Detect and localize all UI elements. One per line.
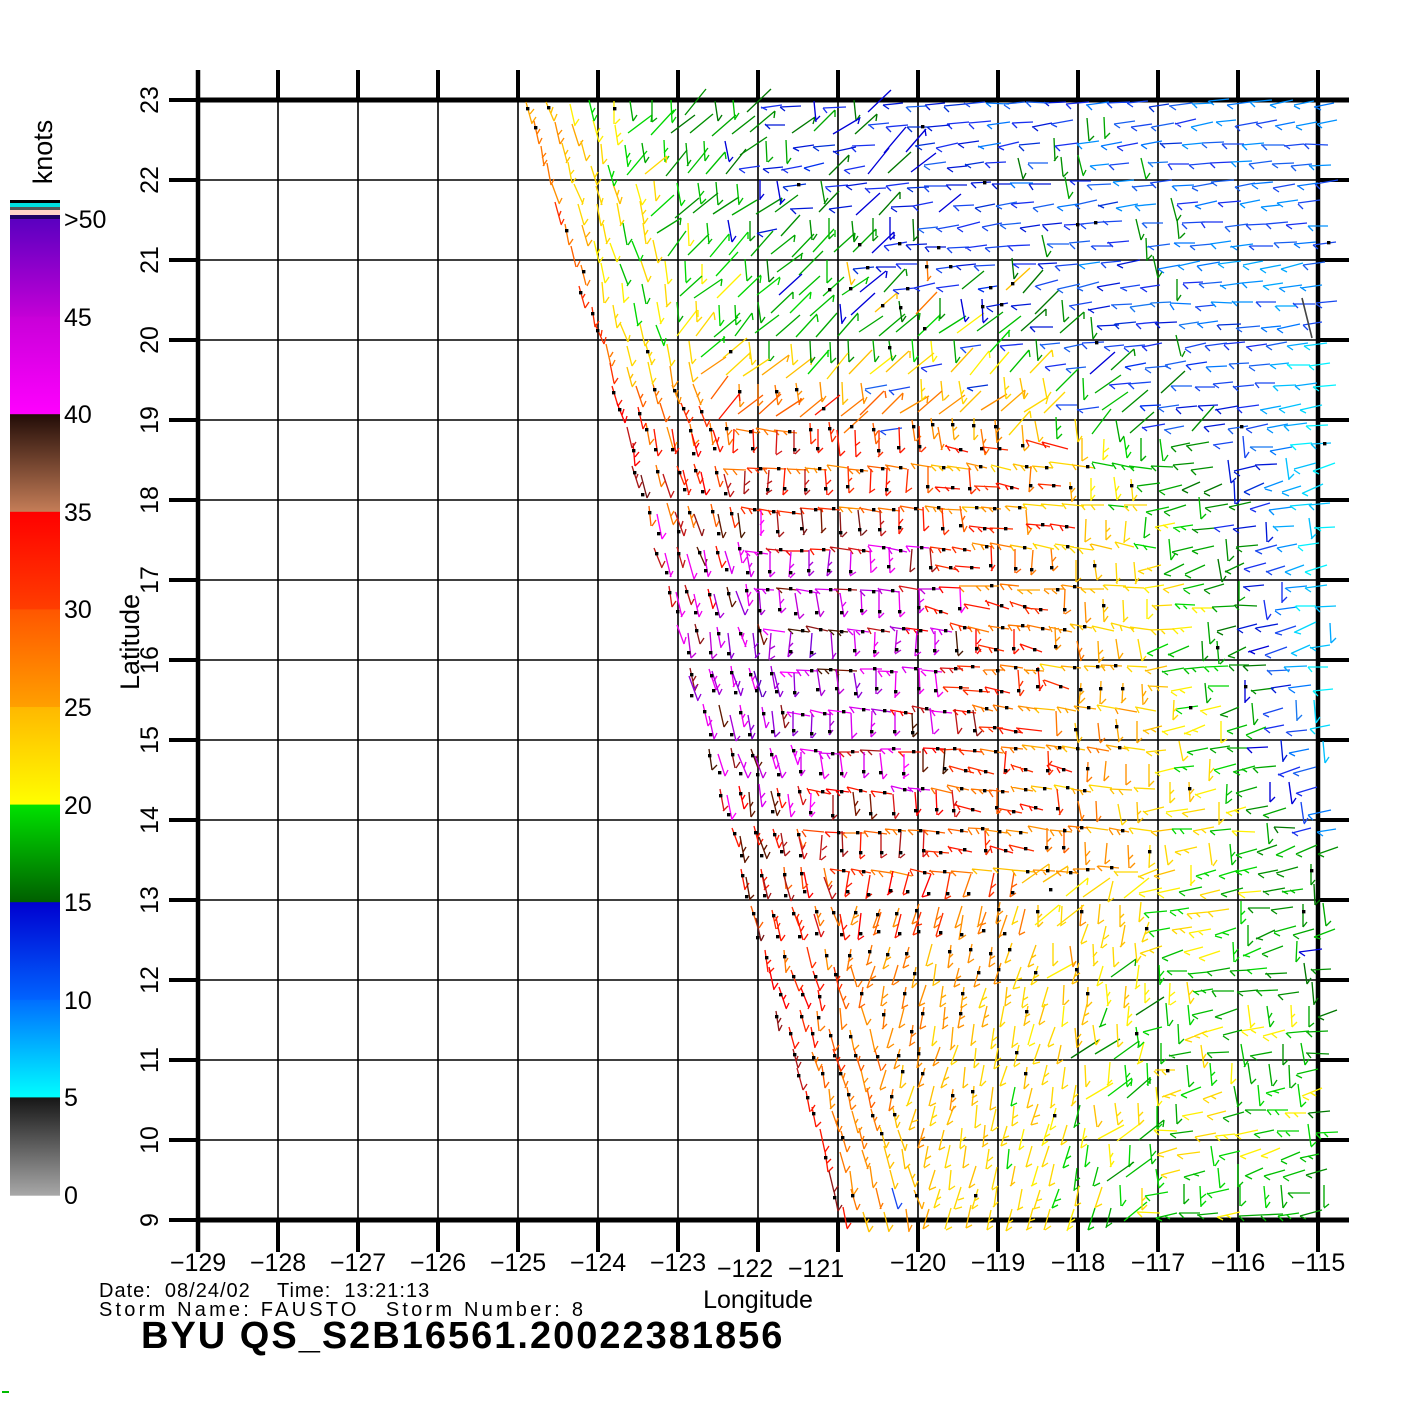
- svg-text:Storm Name: FAUSTO Storm Num: Storm Name: FAUSTO Storm Number: 8: [99, 1299, 586, 1321]
- svg-text:23: 23: [136, 86, 164, 114]
- svg-text:>50: >50: [64, 206, 106, 234]
- svg-text:17: 17: [136, 566, 164, 594]
- svg-text:−120: −120: [890, 1249, 946, 1277]
- svg-text:25: 25: [64, 694, 92, 722]
- svg-text:−118: −118: [1051, 1249, 1105, 1277]
- svg-text:Longitude: Longitude: [703, 1286, 813, 1314]
- svg-text:20: 20: [136, 326, 164, 354]
- svg-text:−119: −119: [971, 1249, 1025, 1277]
- svg-text:45: 45: [64, 304, 92, 332]
- svg-text:5: 5: [64, 1084, 78, 1112]
- svg-text:−115: −115: [1291, 1249, 1345, 1277]
- svg-text:11: 11: [136, 1047, 164, 1073]
- svg-text:Date: 08/24/02 Time: 13:2: Date: 08/24/02 Time: 13:21:13: [99, 1280, 430, 1302]
- svg-text:18: 18: [136, 486, 164, 514]
- svg-text:16: 16: [136, 646, 164, 674]
- svg-text:10: 10: [64, 987, 92, 1015]
- svg-text:−116: −116: [1211, 1249, 1265, 1277]
- svg-text:−125: −125: [490, 1249, 546, 1277]
- svg-text:30: 30: [64, 596, 92, 624]
- svg-text:knots: knots: [28, 120, 58, 185]
- svg-text:15: 15: [64, 889, 92, 917]
- svg-text:21: 21: [136, 246, 164, 274]
- svg-text:BYU QS_S2B16561.20022381856: BYU QS_S2B16561.20022381856: [141, 1315, 784, 1357]
- svg-text:22: 22: [136, 166, 164, 194]
- svg-text:Latitude: Latitude: [115, 594, 145, 690]
- svg-text:10: 10: [136, 1126, 164, 1154]
- svg-text:−129: −129: [170, 1249, 226, 1277]
- svg-text:−127: −127: [330, 1249, 386, 1277]
- svg-text:−124: −124: [570, 1249, 626, 1277]
- svg-text:19: 19: [136, 406, 164, 434]
- svg-text:13: 13: [136, 886, 164, 914]
- svg-text:12: 12: [136, 966, 164, 994]
- svg-text:0: 0: [64, 1182, 78, 1210]
- svg-text:−128: −128: [250, 1249, 306, 1277]
- svg-text:20: 20: [64, 792, 92, 820]
- svg-text:−117: −117: [1131, 1249, 1185, 1277]
- svg-text:−123: −123: [650, 1249, 706, 1277]
- svg-text:40: 40: [64, 401, 92, 429]
- svg-text:−122: −122: [717, 1255, 773, 1283]
- svg-text:9: 9: [136, 1213, 164, 1227]
- svg-text:14: 14: [136, 806, 164, 834]
- svg-text:−126: −126: [410, 1249, 466, 1277]
- svg-text:35: 35: [64, 499, 92, 527]
- svg-text:−121: −121: [788, 1255, 844, 1283]
- svg-text:15: 15: [136, 726, 164, 754]
